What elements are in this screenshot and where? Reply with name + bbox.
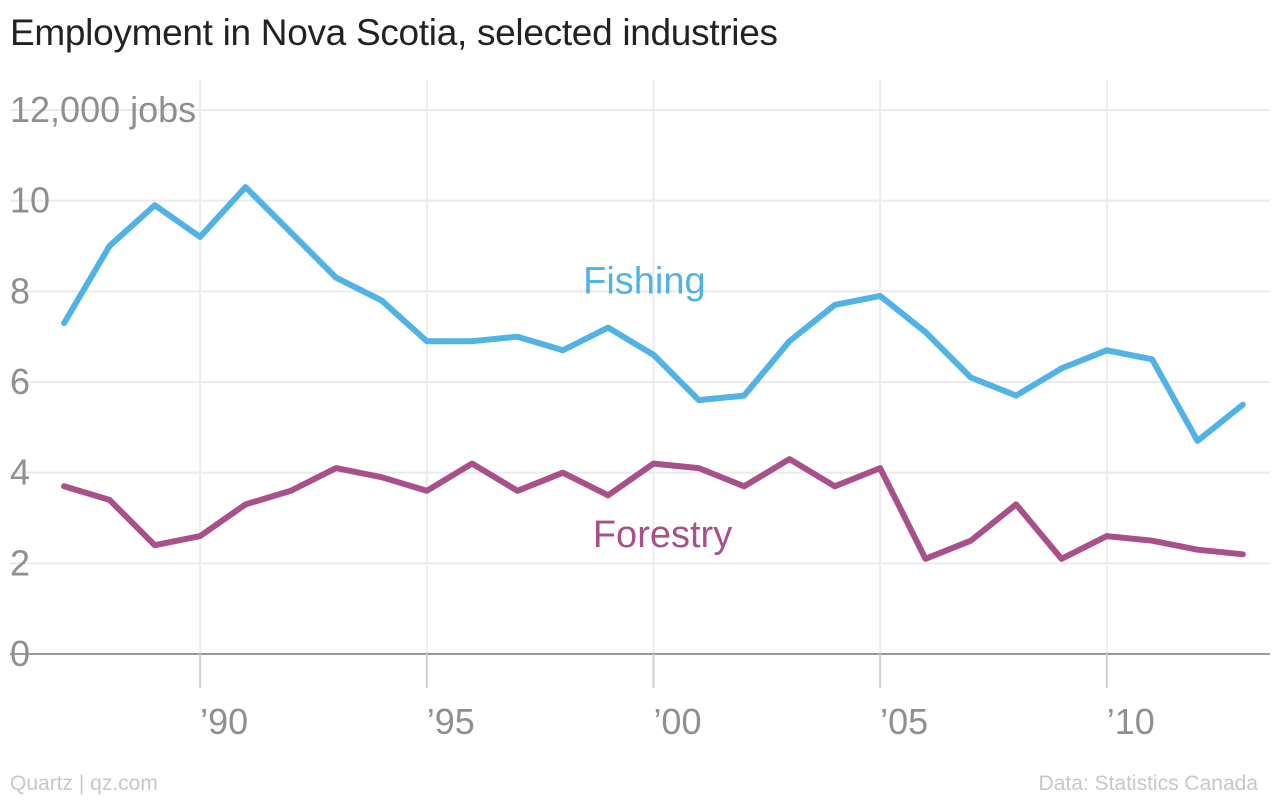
y-tick-label: 12,000 jobs	[10, 89, 196, 130]
chart-title: Employment in Nova Scotia, selected indu…	[10, 12, 778, 53]
series-line-forestry	[61, 456, 1246, 562]
x-tick-label: ’90	[200, 701, 248, 742]
x-tick-label: ’00	[653, 701, 701, 742]
y-tick-label: 10	[10, 180, 50, 221]
x-tick-label: ’05	[880, 701, 928, 742]
x-tick-label: ’95	[427, 701, 475, 742]
data-source: Data: Statistics Canada	[1038, 772, 1258, 795]
y-tick-label: 2	[10, 542, 30, 583]
source-credit: Quartz | qz.com	[10, 772, 158, 795]
y-tick-label: 4	[10, 452, 30, 493]
x-tick-label: ’10	[1107, 701, 1155, 742]
series-line-fishing	[61, 184, 1246, 444]
y-tick-label: 6	[10, 361, 30, 402]
y-tick-label: 8	[10, 270, 30, 311]
y-tick-label: 0	[10, 633, 30, 674]
series-label-fishing: Fishing	[583, 260, 706, 302]
series-label-forestry: Forestry	[593, 514, 732, 556]
